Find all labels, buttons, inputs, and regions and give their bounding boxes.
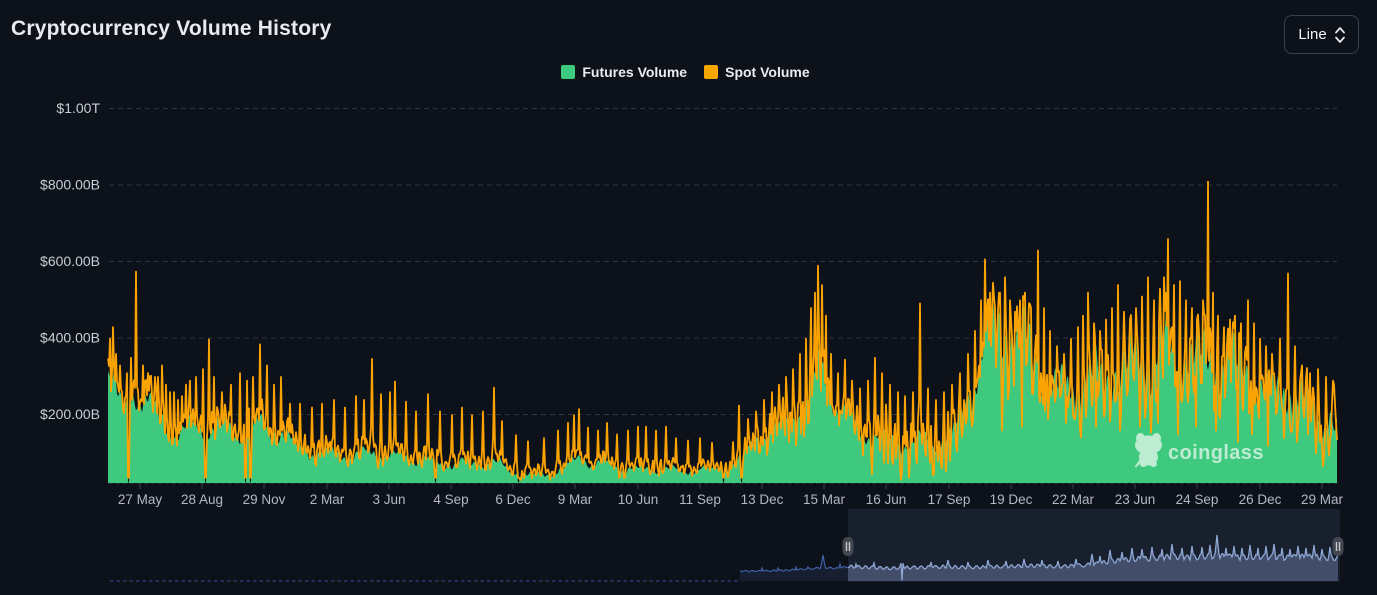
- svg-text:19 Dec: 19 Dec: [990, 492, 1033, 507]
- svg-text:24 Sep: 24 Sep: [1176, 492, 1219, 507]
- svg-text:22 Mar: 22 Mar: [1052, 492, 1095, 507]
- svg-text:23 Jun: 23 Jun: [1115, 492, 1156, 507]
- svg-text:coinglass: coinglass: [1168, 442, 1264, 464]
- svg-text:10 Jun: 10 Jun: [618, 492, 659, 507]
- svg-text:4 Sep: 4 Sep: [433, 492, 468, 507]
- svg-text:28 Aug: 28 Aug: [181, 492, 223, 507]
- svg-text:29 Nov: 29 Nov: [243, 492, 286, 507]
- svg-text:17 Sep: 17 Sep: [928, 492, 971, 507]
- svg-text:11 Sep: 11 Sep: [679, 492, 721, 507]
- svg-text:$1.00T: $1.00T: [56, 100, 100, 116]
- svg-text:16 Jun: 16 Jun: [866, 492, 907, 507]
- svg-text:9 Mar: 9 Mar: [558, 492, 593, 507]
- svg-text:27 May: 27 May: [118, 492, 163, 507]
- svg-text:15 Mar: 15 Mar: [803, 492, 846, 507]
- svg-text:13 Dec: 13 Dec: [741, 492, 784, 507]
- svg-text:29 Mar: 29 Mar: [1301, 492, 1344, 507]
- svg-text:2 Mar: 2 Mar: [310, 492, 345, 507]
- svg-text:$600.00B: $600.00B: [40, 253, 100, 269]
- svg-text:$800.00B: $800.00B: [40, 177, 100, 193]
- svg-text:26 Dec: 26 Dec: [1239, 492, 1282, 507]
- svg-text:3 Jun: 3 Jun: [372, 492, 405, 507]
- svg-text:$400.00B: $400.00B: [40, 330, 100, 346]
- svg-text:$200.00B: $200.00B: [40, 406, 100, 422]
- svg-text:6 Dec: 6 Dec: [495, 492, 531, 507]
